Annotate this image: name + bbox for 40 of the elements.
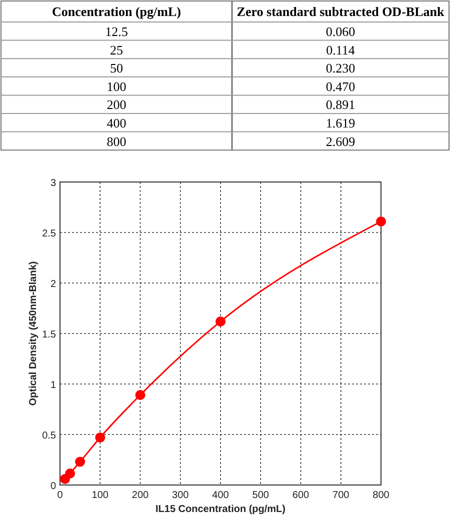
y-tick-label: 2 [50,279,56,290]
x-tick-label: 800 [372,490,390,501]
y-tick-label: 1 [50,380,56,391]
text: 0.060 [326,24,356,39]
text: 0.470 [326,78,356,94]
text: 0.891 [326,97,356,112]
y-tick-label: 2.5 [42,228,56,240]
x-tick-label: 400 [212,490,230,501]
category-label: 200 [106,97,126,112]
text: 1.619 [326,116,356,130]
point [65,468,76,478]
x-tick-label: 600 [292,490,310,501]
x-tick-label: 100 [92,490,109,501]
text: 2.609 [326,134,356,149]
x-tick-label: 700 [332,490,350,501]
category-label: 50 [110,60,123,76]
y-tick-label: 0.5 [42,430,56,442]
point [216,316,226,326]
y-tick-label: 0 [50,481,56,492]
y-tick-label: 1.5 [42,330,56,340]
point [95,432,106,443]
category-label: 800 [106,134,126,149]
y-tick-label: 3 [50,178,56,189]
category-label: 12.5 [105,24,128,39]
y-axis-title: Optical Density (450nm-Blank) [28,261,39,406]
x-tick-label: 200 [132,490,150,501]
x-tick-label: 500 [252,490,270,501]
text: Zero standard subtracted OD-BLank [236,4,445,19]
text: 0.230 [326,60,356,76]
text: 0.114 [326,42,355,58]
category-label: 400 [106,116,126,130]
text: Concentration (pg/mL) [52,4,181,19]
point [376,216,386,226]
point [75,456,86,467]
point [135,390,146,400]
category-label: 100 [106,78,126,94]
x-axis-title: IL15 Concentration (pg/mL) [156,504,286,515]
x-tick-label: 0 [57,490,64,501]
category-label: 25 [110,42,123,58]
x-tick-label: 300 [172,490,190,501]
